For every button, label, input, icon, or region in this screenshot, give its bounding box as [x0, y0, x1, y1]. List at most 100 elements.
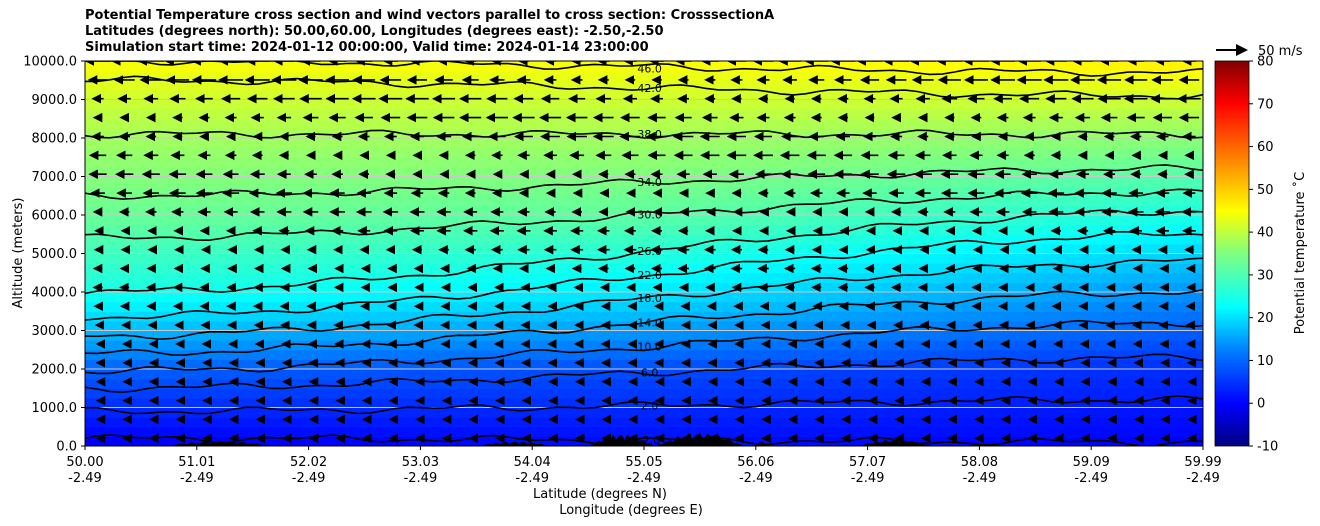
- field-cell: [424, 138, 445, 149]
- field-cell: [204, 147, 226, 158]
- field-cell: [284, 369, 306, 380]
- field-cell: [883, 99, 905, 110]
- field-cell: [943, 330, 965, 341]
- field-cell: [464, 70, 485, 81]
- field-cell: [404, 282, 425, 293]
- field-cell: [164, 359, 186, 370]
- field-cell: [464, 157, 485, 168]
- field-cell: [843, 407, 865, 418]
- field-cell: [803, 320, 825, 332]
- field-cell: [304, 224, 326, 235]
- field-cell: [384, 426, 406, 437]
- field-cell: [424, 118, 445, 129]
- field-cell: [284, 80, 306, 91]
- field-cell: [644, 234, 665, 245]
- field-cell: [184, 195, 206, 206]
- field-cell: [683, 186, 705, 197]
- colorbar-tick-label: 30: [1257, 268, 1274, 283]
- field-cell: [664, 272, 685, 283]
- field-cell: [1063, 417, 1084, 428]
- field-cell: [723, 397, 745, 409]
- field-cell: [105, 340, 126, 351]
- field-cell: [184, 359, 206, 370]
- field-cell: [723, 320, 745, 332]
- field-cell: [484, 176, 505, 187]
- field-cell: [524, 397, 545, 409]
- field-cell: [584, 397, 605, 409]
- field-cell: [1003, 397, 1024, 409]
- field-cell: [1043, 70, 1064, 81]
- field-cell: [504, 70, 525, 81]
- field-cell: [344, 224, 366, 235]
- field-cell: [1063, 301, 1084, 312]
- field-cell: [604, 70, 625, 81]
- field-cell: [364, 166, 386, 178]
- field-cell: [105, 80, 126, 91]
- field-cell: [723, 359, 745, 370]
- field-cell: [963, 70, 984, 81]
- field-cell: [743, 369, 765, 380]
- field-cell: [584, 89, 605, 101]
- field-cell: [1063, 320, 1084, 332]
- field-cell: [204, 282, 226, 293]
- field-cell: [983, 166, 1004, 178]
- field-cell: [743, 253, 765, 264]
- field-cell: [943, 89, 965, 101]
- field-cell: [1143, 138, 1164, 149]
- field-cell: [664, 417, 685, 428]
- field-cell: [184, 272, 206, 283]
- contour-line: [85, 129, 1203, 139]
- field-cell: [903, 186, 925, 197]
- field-cell: [1163, 215, 1184, 226]
- field-cell: [763, 176, 785, 187]
- field-cell: [105, 349, 126, 360]
- x-tick-label-lat: 54.04: [514, 455, 551, 470]
- field-cell: [584, 330, 605, 341]
- field-cell: [124, 292, 146, 303]
- field-cell: [943, 311, 965, 322]
- field-cell: [324, 80, 346, 91]
- field-cell: [723, 417, 745, 428]
- field-cell: [144, 176, 166, 187]
- field-cell: [1003, 195, 1024, 206]
- field-cell: [384, 292, 406, 303]
- field-cell: [1163, 426, 1184, 437]
- field-cell: [604, 263, 625, 274]
- field-cell: [484, 340, 505, 351]
- contour-line: [85, 395, 1203, 415]
- field-cell: [803, 311, 825, 322]
- field-cell: [1143, 195, 1164, 206]
- field-cell: [85, 99, 106, 110]
- field-cell: [384, 282, 406, 293]
- field-cell: [1183, 397, 1203, 409]
- field-cell: [324, 176, 346, 187]
- field-cell: [284, 311, 306, 322]
- field-cell: [184, 80, 206, 91]
- field-cell: [184, 388, 206, 399]
- field-cell: [424, 378, 445, 389]
- field-cell: [923, 253, 945, 264]
- field-cell: [184, 311, 206, 322]
- field-cell: [1083, 118, 1104, 129]
- field-cell: [624, 426, 645, 437]
- field-cell: [284, 224, 306, 235]
- field-cell: [464, 186, 485, 197]
- field-cell: [1103, 292, 1124, 303]
- field-cell: [1103, 234, 1124, 245]
- field-cell: [524, 292, 545, 303]
- field-cell: [763, 301, 785, 312]
- field-cell: [1023, 311, 1044, 322]
- field-cell: [244, 176, 266, 187]
- field-cell: [883, 330, 905, 341]
- field-cell: [324, 99, 346, 110]
- field-cell: [364, 311, 386, 322]
- field-cell: [504, 195, 525, 206]
- field-cell: [484, 359, 505, 370]
- field-cell: [564, 426, 585, 437]
- field-cell: [164, 80, 186, 91]
- field-cell: [604, 330, 625, 341]
- field-cell: [464, 138, 485, 149]
- field-cell: [544, 176, 565, 187]
- field-cell: [723, 407, 745, 418]
- field-cell: [224, 166, 246, 178]
